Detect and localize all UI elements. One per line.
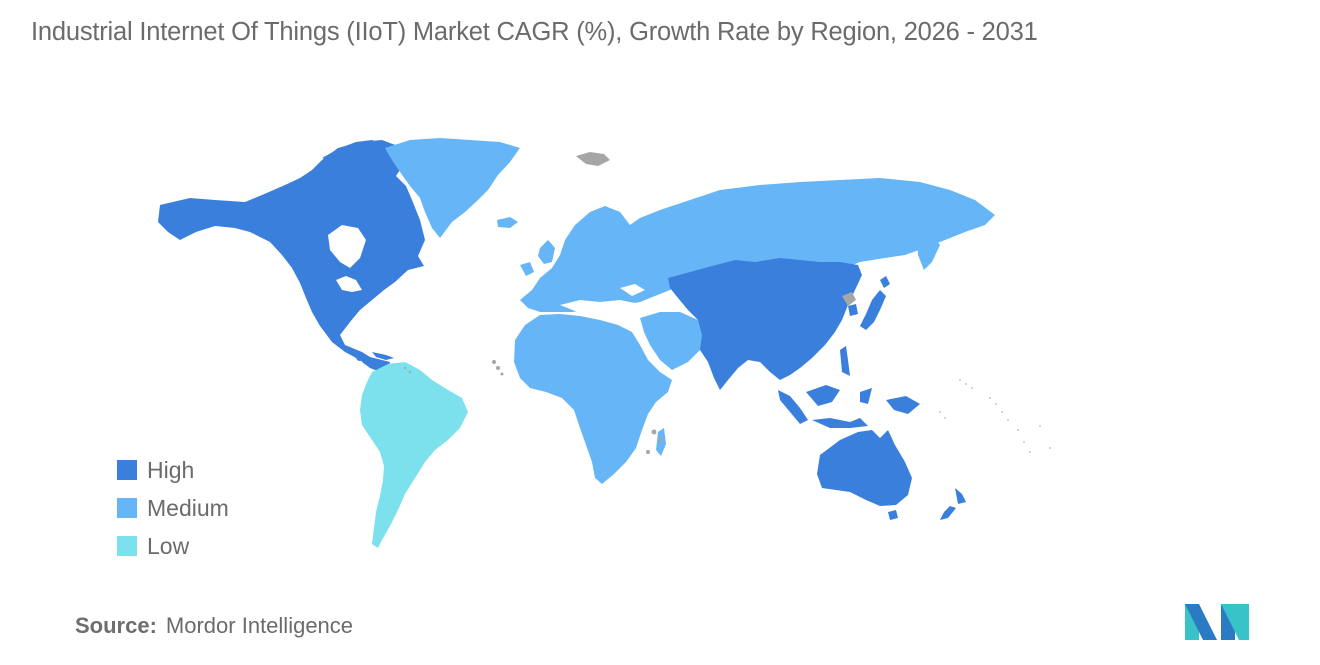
legend-label-medium: Medium <box>147 494 229 521</box>
region-southeast-asia <box>778 346 920 428</box>
legend-label-high: High <box>147 456 195 483</box>
chart-title: Industrial Internet Of Things (IIoT) Mar… <box>31 18 1038 46</box>
region-south-america <box>360 362 468 548</box>
map-legend: High Medium Low <box>117 451 229 565</box>
region-korea-no-data <box>842 292 856 306</box>
legend-label-low: Low <box>147 532 190 559</box>
legend-swatch-low <box>117 536 137 556</box>
pacific-islands <box>939 379 1051 453</box>
legend-swatch-high <box>117 460 137 480</box>
legend-item-high: High <box>117 451 229 489</box>
region-asia <box>668 258 862 390</box>
sea-cutouts <box>560 284 645 313</box>
source-value: Mordor Intelligence <box>165 613 354 638</box>
legend-swatch-medium <box>117 498 137 518</box>
region-europe-russia <box>520 178 995 312</box>
source-label: Source: <box>75 613 157 638</box>
region-middle-east <box>640 312 705 370</box>
source-attribution: Source: Mordor Intelligence <box>75 613 353 639</box>
legend-item-low: Low <box>117 527 229 565</box>
mordor-intelligence-logo-icon <box>1185 604 1249 640</box>
region-africa <box>514 314 672 484</box>
region-japan <box>860 276 890 330</box>
region-madagascar <box>656 428 666 456</box>
legend-item-medium: Medium <box>117 489 229 527</box>
region-greenland <box>385 138 520 238</box>
region-oceania <box>817 430 966 520</box>
region-iceland <box>497 217 518 228</box>
region-south-korea <box>848 304 858 316</box>
region-no-data <box>403 152 662 454</box>
region-north-america <box>158 140 425 374</box>
water-cutouts <box>328 225 366 292</box>
